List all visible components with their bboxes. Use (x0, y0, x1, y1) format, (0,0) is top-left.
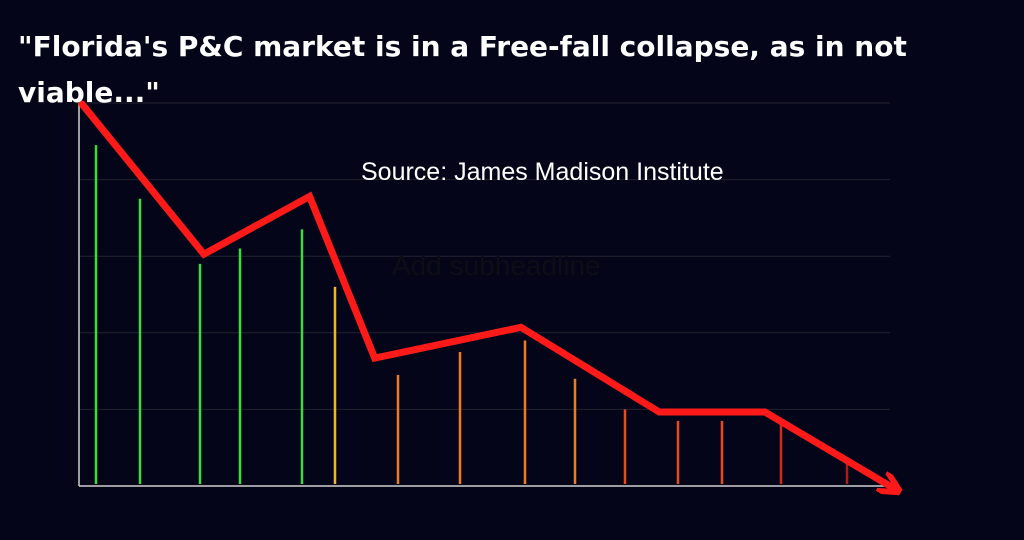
subheadline-placeholder[interactable]: Add subheadline (392, 250, 601, 281)
trend-line-layer (78, 100, 895, 489)
axes (78, 103, 890, 487)
source-label: Source: James Madison Institute (361, 158, 724, 186)
headline: "Florida's P&C market is in a Free-fall … (18, 30, 907, 109)
bars (94, 145, 849, 484)
trend-line (78, 100, 895, 489)
